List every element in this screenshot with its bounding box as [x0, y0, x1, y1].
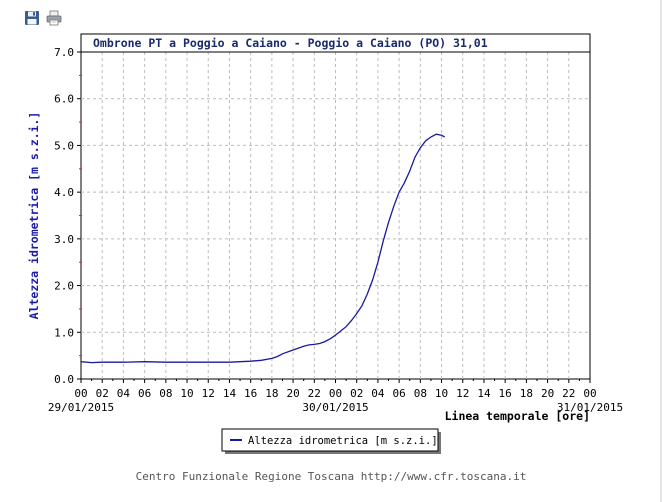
x-tick-label: 20: [541, 387, 554, 400]
y-tick-label: 1.0: [54, 326, 74, 339]
x-axis: 00 02 04 06 08 10 12 14 16 18 20 22 00 02 04 06 08 10 12 14…: [48, 379, 623, 414]
x-tick-label: 12: [456, 387, 469, 400]
x-axis-label: Linea temporale [ore]: [445, 409, 590, 423]
x-tick-label: 16: [499, 387, 512, 400]
y-tick-label: 0.0: [54, 373, 74, 386]
legend-label: Altezza idrometrica [m s.z.i.]: [248, 435, 438, 447]
window-edge: [660, 0, 662, 502]
x-tick-label: 22: [308, 387, 321, 400]
y-tick-label: 4.0: [54, 186, 74, 199]
grid: [81, 51, 590, 379]
y-tick-label: 6.0: [54, 93, 74, 106]
floppy-disk-icon[interactable]: [24, 10, 40, 26]
y-tick-label: 3.0: [54, 233, 74, 246]
x-tick-label: 04: [117, 387, 131, 400]
x-tick-label: 06: [138, 387, 151, 400]
printer-icon[interactable]: [46, 10, 62, 26]
x-tick-label: 08: [414, 387, 427, 400]
x-tick-label: 12: [202, 387, 215, 400]
x-tick-label: 18: [265, 387, 278, 400]
y-axis: 0.0 1.0 2.0 3.0 4.0 5.0 6.0 7.0: [54, 46, 82, 386]
x-tick-label: 14: [477, 387, 491, 400]
x-tick-label: 02: [350, 387, 363, 400]
x-tick-label: 06: [393, 387, 406, 400]
x-tick-label: 04: [371, 387, 385, 400]
x-date-label: 29/01/2015: [48, 401, 114, 414]
x-tick-label: 18: [520, 387, 533, 400]
x-tick-label: 10: [180, 387, 193, 400]
x-tick-label: 00: [74, 387, 87, 400]
series-line: [80, 133, 446, 364]
x-tick-label: 20: [286, 387, 299, 400]
y-axis-label: Altezza idrometrica [m s.z.i.]: [27, 112, 41, 320]
x-tick-label: 22: [562, 387, 575, 400]
x-tick-label: 10: [435, 387, 448, 400]
x-tick-label: 16: [244, 387, 257, 400]
legend: Altezza idrometrica [m s.z.i.]: [221, 428, 441, 454]
x-tick-label: 00: [329, 387, 342, 400]
x-date-label: 30/01/2015: [302, 401, 368, 414]
chart-title-box: [80, 33, 591, 53]
toolbar: [24, 10, 62, 26]
y-tick-label: 2.0: [54, 280, 74, 293]
x-tick-label: 08: [159, 387, 172, 400]
x-date-label: 31/01/2015: [557, 401, 623, 414]
chart-title: Ombrone PT a Poggio a Caiano - Poggio a …: [93, 36, 488, 50]
x-tick-label: 00: [583, 387, 596, 400]
credit-text: Centro Funzionale Regione Toscana http:/…: [135, 470, 527, 483]
y-tick-label: 5.0: [54, 139, 74, 152]
x-tick-label: 14: [223, 387, 237, 400]
x-tick-label: 02: [96, 387, 109, 400]
y-tick-label: 7.0: [54, 46, 74, 59]
